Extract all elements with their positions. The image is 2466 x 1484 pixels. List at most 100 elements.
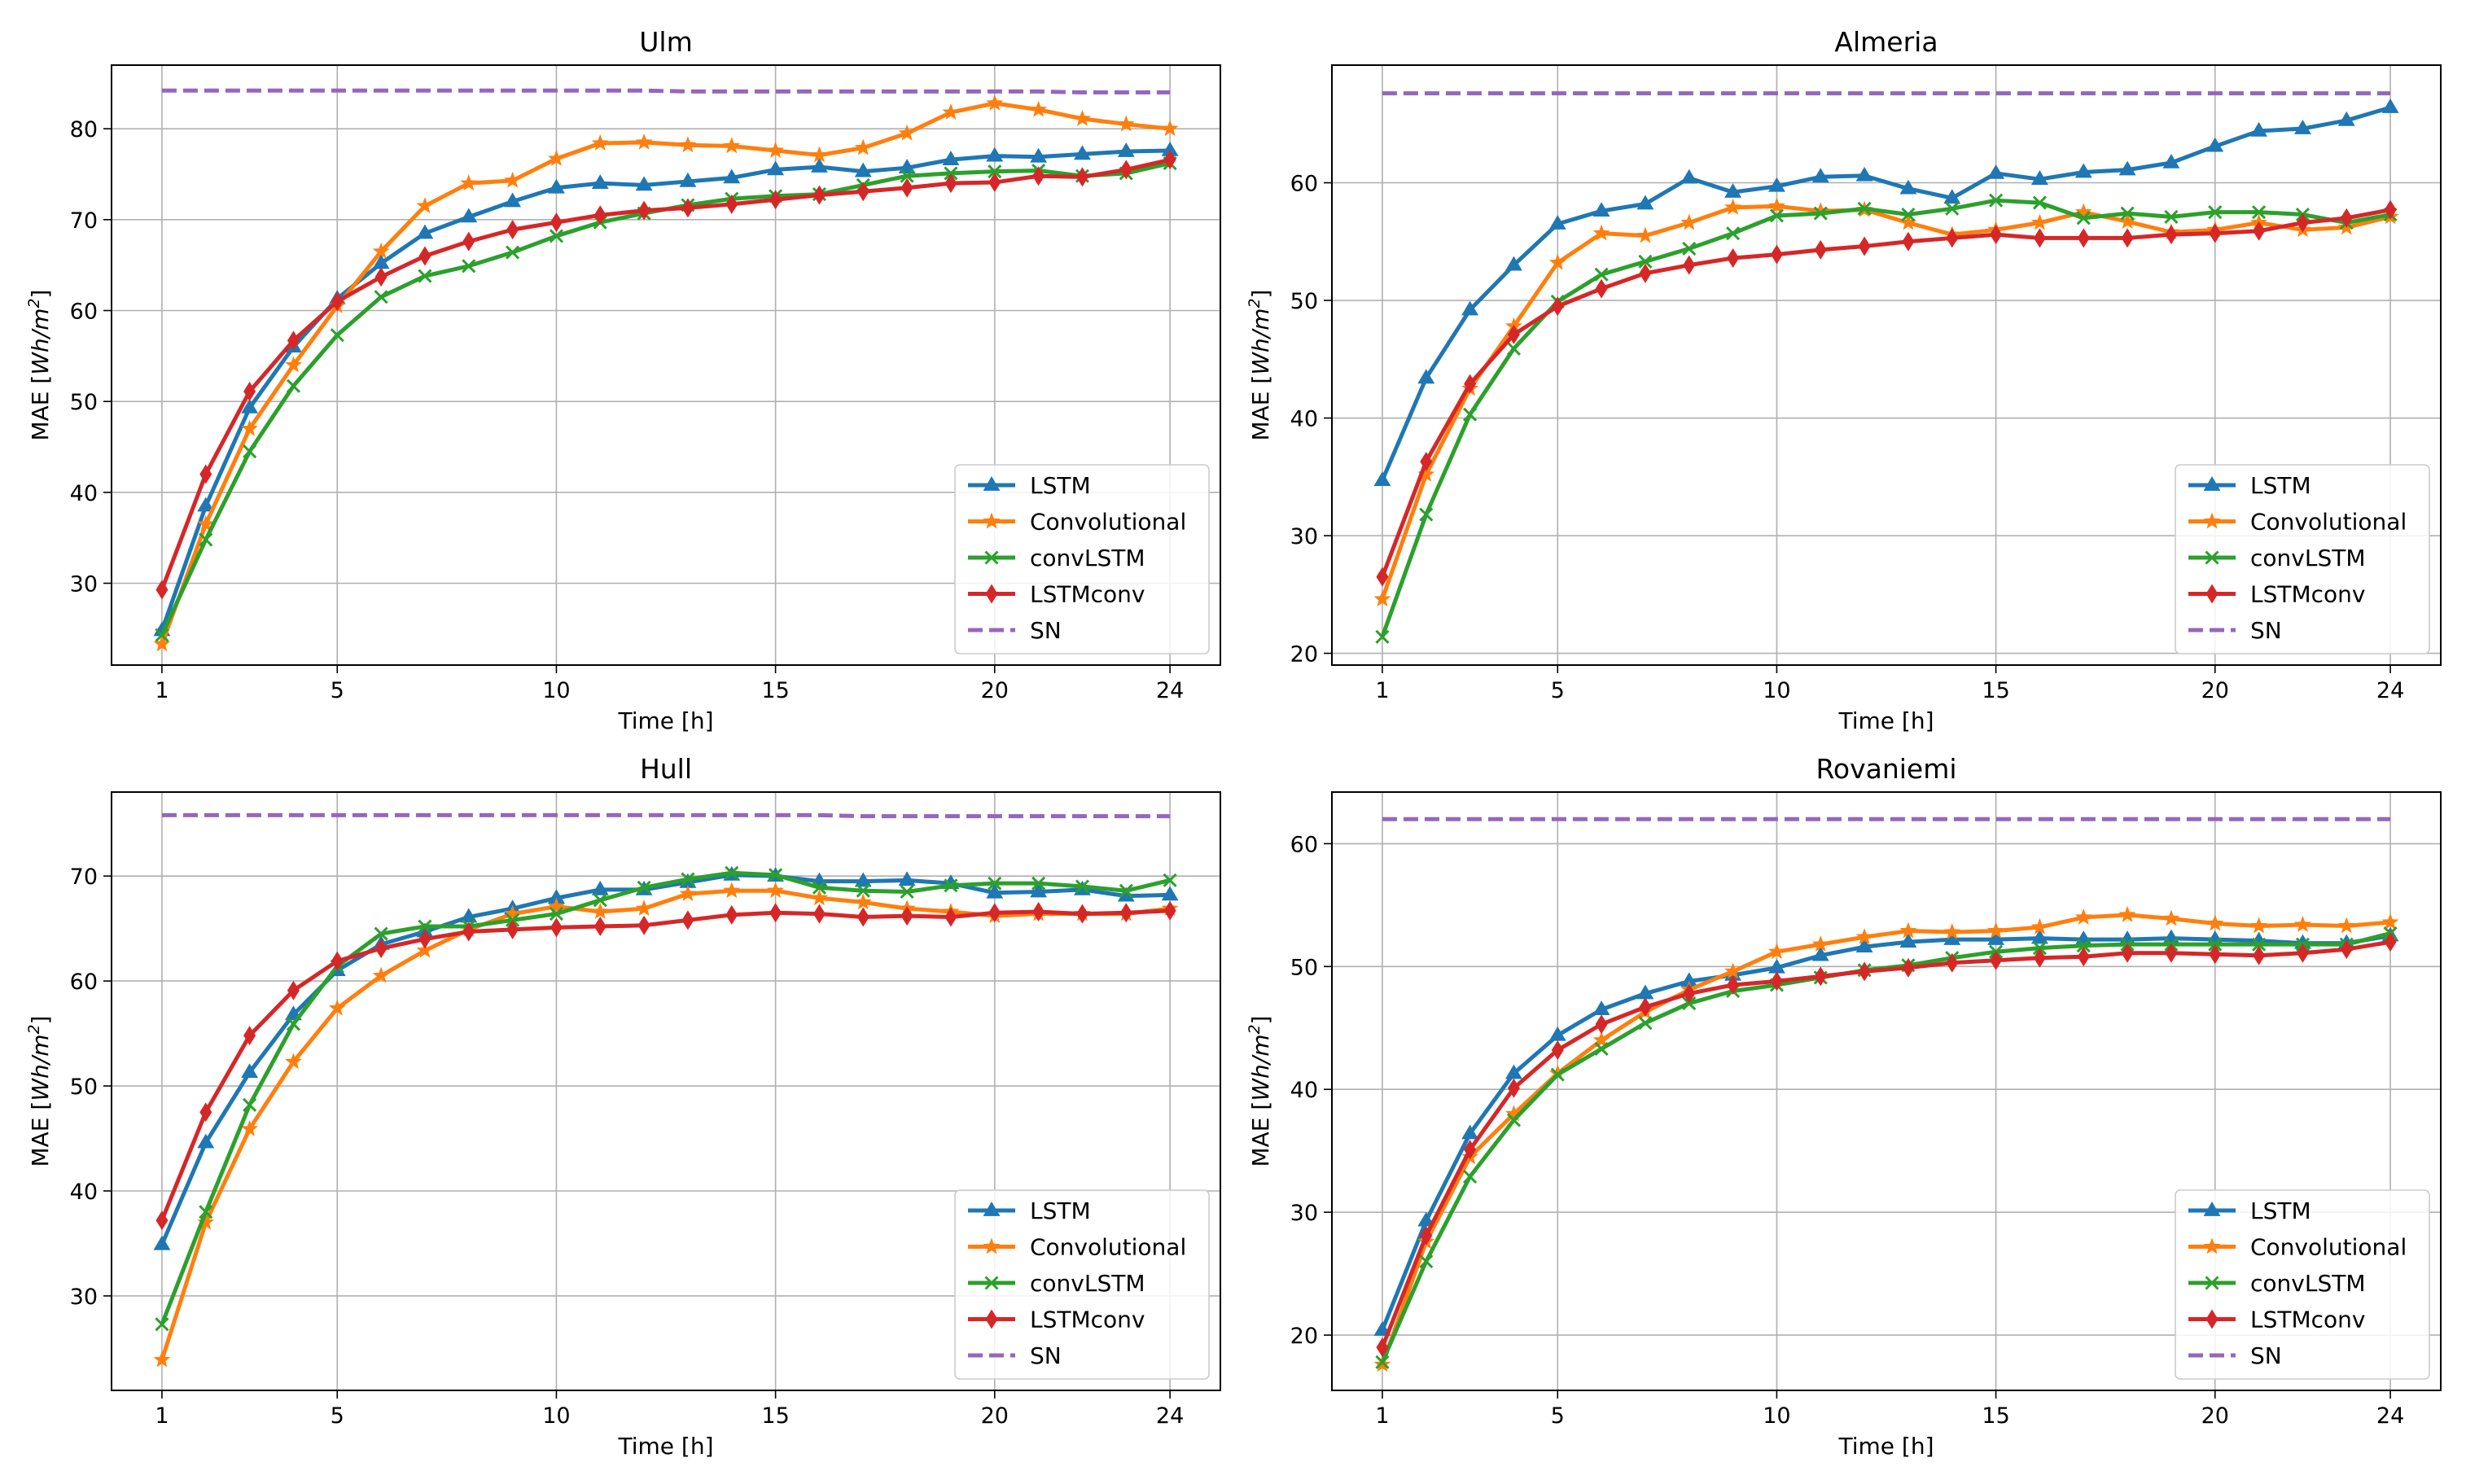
legend-entry-sn: SN [968,1342,1062,1369]
x-tick-label: 5 [1551,1403,1565,1429]
data-point [1990,950,2003,970]
data-point [1375,629,1390,644]
data-point [679,172,697,187]
data-point [241,398,259,414]
legend-marker [2203,512,2221,529]
data-point [460,908,478,923]
data-point [942,103,960,120]
series-lstmconv [1376,932,2397,1358]
data-point [549,229,563,243]
data-point [2030,929,2048,944]
series-sn [161,88,1171,94]
data-point [679,136,697,153]
data-point [550,212,563,233]
legend-label: SN [2250,1342,2282,1369]
data-point [2252,937,2267,952]
legend-label: LSTM [1030,1197,1091,1224]
data-point [372,966,390,983]
data-point [591,134,609,151]
legend-marker [983,476,1001,491]
data-point [2164,209,2179,224]
x-axis-label: Time [h] [617,707,713,734]
data-point [418,919,432,934]
data-point [2076,939,2091,953]
y-tick-label: 70 [70,208,98,234]
data-point [1506,1113,1521,1127]
data-point [1636,984,1654,1000]
series-line-lstmconv [1380,939,2391,1349]
data-point [2074,163,2092,178]
data-point [1461,300,1479,316]
x-tick-label: 1 [1375,1403,1389,1429]
data-point [900,177,913,198]
data-point [723,882,741,899]
legend-entry-lstmconv: LSTMconv [968,1307,1145,1333]
legend-label: LSTMconv [2250,1307,2365,1333]
data-point [2340,208,2353,228]
data-point [2074,908,2092,925]
x-tick-label: 10 [1763,678,1790,703]
data-point [1373,471,1391,486]
legend-entry-convlstm: convLSTM [968,545,1145,571]
data-point [199,1102,212,1123]
data-point [637,880,651,895]
series-lstmconv [155,900,1176,1231]
data-point [1161,120,1179,137]
data-point [2121,228,2134,248]
data-point [2340,939,2353,960]
legend-entry-convolutional: Convolutional [968,1234,1186,1261]
data-point [243,1026,256,1046]
data-point [1943,189,1961,204]
series-lstm [1373,98,2399,486]
data-point [1507,324,1520,344]
data-point [1811,935,1829,952]
legend-marker [983,1202,1001,1216]
y-axis-label: MAE [Wh/m2] [25,290,54,441]
data-point [1548,1026,1566,1041]
axes-frame [1331,64,2442,666]
data-point [547,150,565,166]
data-point [1680,213,1698,230]
data-point [1945,201,1960,216]
data-point [1724,183,1742,198]
data-point [1855,166,1873,182]
data-point [2293,916,2311,932]
data-point [1814,966,1827,987]
data-point [1550,1067,1565,1082]
legend-label: Convolutional [2250,1234,2407,1261]
data-point [155,580,169,600]
data-point [1767,197,1785,214]
y-tick-label: 30 [1290,1201,1318,1226]
data-point [287,980,300,1000]
data-point [1770,971,1783,992]
data-point [1119,883,1133,898]
data-point [1075,904,1088,924]
data-point [2077,947,2090,967]
data-point [725,904,738,925]
data-point [1724,198,1742,215]
data-point [1505,1064,1522,1079]
data-point [2208,205,2223,220]
legend-marker [984,1276,999,1290]
data-point [1117,142,1135,157]
legend-entry-lstm: LSTM [968,472,1091,499]
data-point [549,907,563,921]
legend-label: Convolutional [1030,509,1186,536]
data-point [2384,199,2397,220]
data-point [153,1235,171,1250]
data-point [1461,1124,1479,1140]
legend-marker [985,584,998,604]
data-point [1592,1031,1610,1048]
series-line-sn [161,812,1171,819]
legend: LSTM Convolutional convLSTM LSTMconv SN [2175,1189,2430,1380]
x-tick-label: 15 [1982,678,2009,703]
data-point [1373,590,1391,606]
data-point [1419,507,1434,522]
data-point [243,1097,257,1112]
data-point [681,198,694,218]
data-point [898,871,916,886]
data-point [1858,961,1871,982]
data-point [767,141,785,158]
data-point [153,1350,171,1368]
x-tick-label: 20 [981,678,1009,703]
